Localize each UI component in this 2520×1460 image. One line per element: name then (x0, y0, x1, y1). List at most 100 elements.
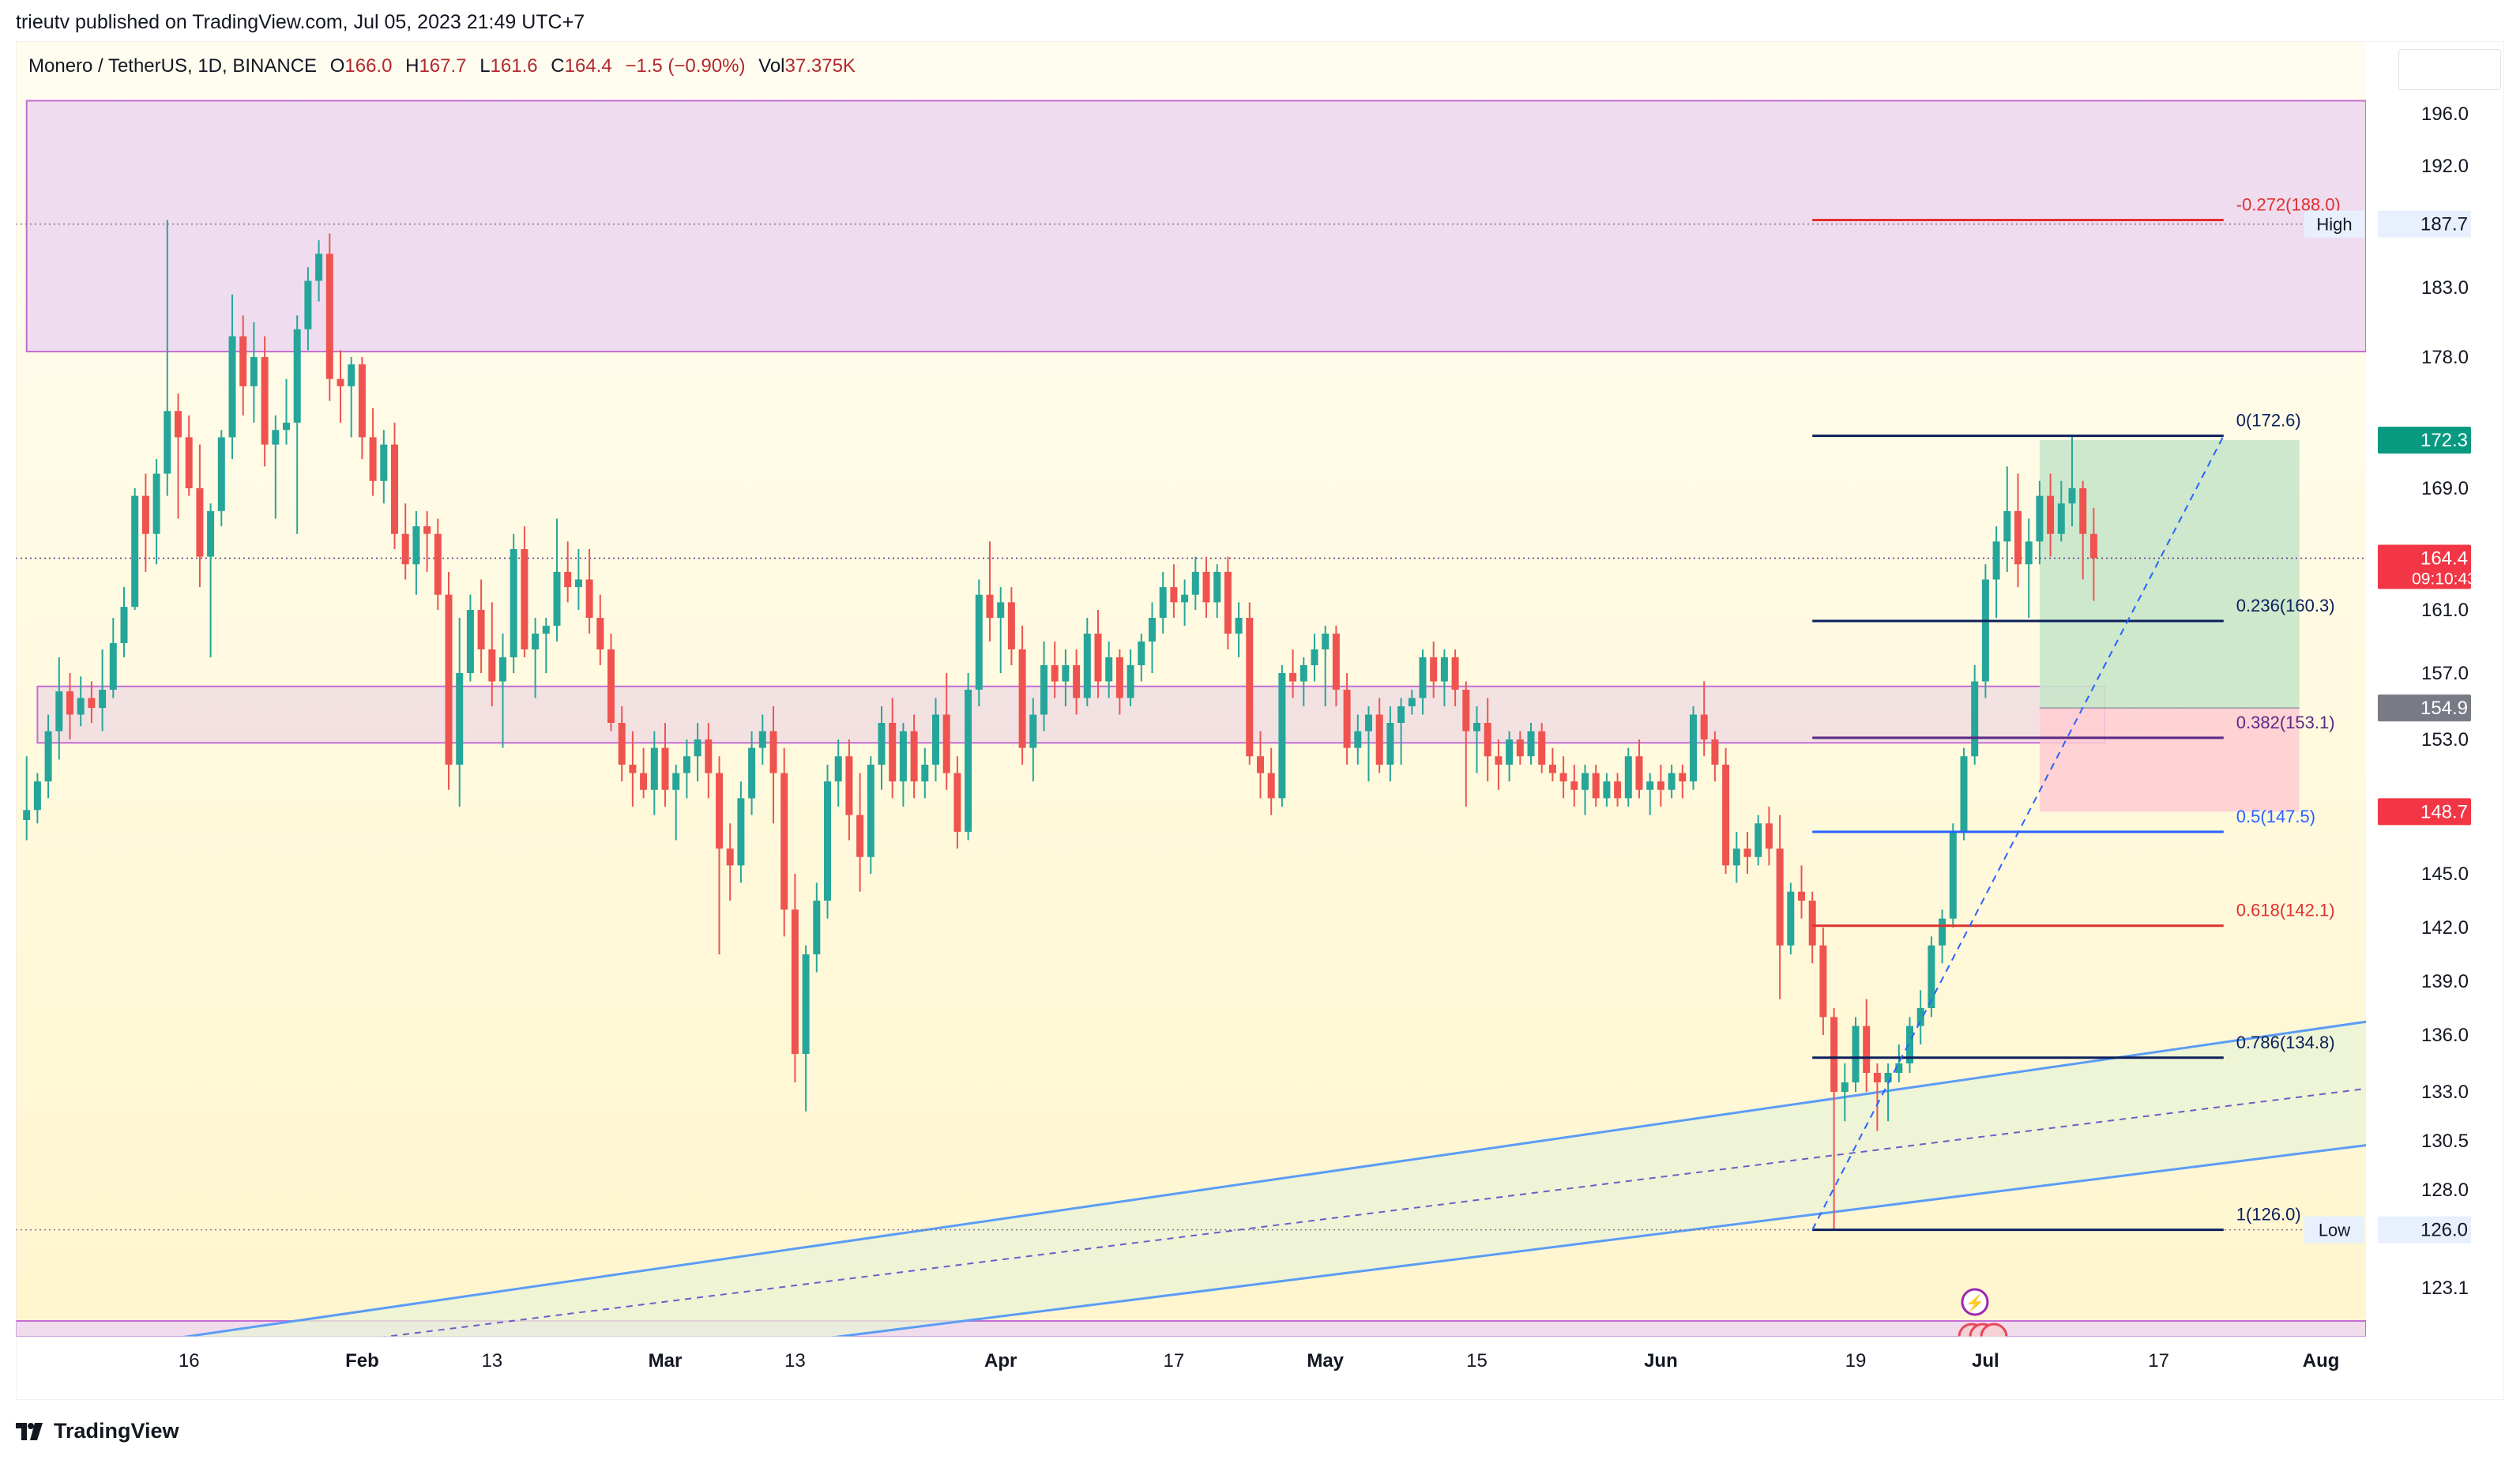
candle-body[interactable] (1159, 587, 1167, 618)
candle-body[interactable] (1126, 665, 1134, 698)
lightning-icon[interactable] (1961, 1288, 1989, 1316)
candle-body[interactable] (1354, 731, 1362, 748)
candle-body[interactable] (1029, 714, 1037, 748)
candle-body[interactable] (152, 473, 160, 534)
candle-body[interactable] (337, 378, 344, 386)
candle-body[interactable] (889, 723, 897, 782)
candle-body[interactable] (542, 626, 550, 634)
footer-brand[interactable]: TradingView (16, 1419, 179, 1443)
candle-body[interactable] (1732, 849, 1740, 866)
candle-body[interactable] (1570, 781, 1578, 790)
candle-body[interactable] (196, 488, 204, 557)
candle-body[interactable] (878, 723, 886, 765)
candle-body[interactable] (434, 533, 442, 595)
candle-body[interactable] (293, 329, 301, 423)
candle-body[interactable] (1916, 1008, 1924, 1026)
candle-body[interactable] (2068, 488, 2076, 504)
candle-body[interactable] (1527, 731, 1535, 757)
candle-body[interactable] (1451, 657, 1459, 690)
candle-body[interactable] (1375, 714, 1383, 765)
candle-body[interactable] (2047, 495, 2055, 534)
channel-line-upper[interactable] (654, 1141, 2386, 1361)
resistance-zone[interactable] (25, 100, 2368, 352)
candle-body[interactable] (1495, 756, 1503, 765)
candle-body[interactable] (910, 731, 918, 782)
candle-body[interactable] (1624, 756, 1632, 799)
candle-body[interactable] (477, 610, 485, 649)
candle-body[interactable] (304, 280, 312, 329)
candle-body[interactable] (1830, 1017, 1838, 1092)
candle-body[interactable] (618, 723, 626, 765)
candle-body[interactable] (1115, 657, 1123, 698)
candle-body[interactable] (315, 254, 323, 281)
candle-body[interactable] (466, 610, 474, 673)
candle-body[interactable] (1863, 1025, 1871, 1073)
candle-body[interactable] (1213, 571, 1221, 603)
candle-body[interactable] (2079, 488, 2087, 534)
candle-body[interactable] (2014, 510, 2022, 565)
candle-body[interactable] (650, 747, 658, 790)
candle-body[interactable] (1430, 657, 1438, 682)
candle-body[interactable] (574, 579, 582, 588)
candle-body[interactable] (661, 747, 669, 790)
candle-body[interactable] (283, 423, 290, 431)
candle-body[interactable] (2025, 541, 2033, 565)
candle-body[interactable] (1246, 618, 1254, 757)
candle-body[interactable] (1181, 594, 1189, 603)
candle-body[interactable] (1755, 823, 1762, 857)
candle-body[interactable] (780, 773, 788, 910)
candle-body[interactable] (1657, 781, 1664, 790)
candle-body[interactable] (867, 764, 874, 857)
candle-body[interactable] (1841, 1082, 1849, 1092)
candle-body[interactable] (1592, 773, 1600, 799)
candle-body[interactable] (1299, 665, 1307, 682)
candle-body[interactable] (1646, 781, 1654, 790)
candle-body[interactable] (456, 673, 464, 765)
candle-body[interactable] (813, 901, 821, 954)
candle-body[interactable] (737, 798, 745, 866)
candle-body[interactable] (2036, 495, 2044, 542)
candle-body[interactable] (716, 773, 723, 849)
candle-body[interactable] (1884, 1073, 1892, 1082)
candle-body[interactable] (1484, 723, 1491, 757)
candle-body[interactable] (401, 533, 409, 565)
candle-body[interactable] (44, 731, 52, 782)
candle-body[interactable] (553, 571, 561, 626)
candle-body[interactable] (1992, 541, 2000, 580)
candle-body[interactable] (1743, 849, 1751, 857)
candle-body[interactable] (1073, 665, 1081, 698)
candle-body[interactable] (141, 495, 149, 534)
long-stop-zone[interactable] (2039, 708, 2300, 812)
candle-body[interactable] (834, 756, 842, 782)
candle-body[interactable] (1906, 1025, 1913, 1063)
candle-body[interactable] (1928, 945, 1935, 1008)
candle-body[interactable] (488, 649, 496, 682)
candle-body[interactable] (175, 411, 182, 438)
candle-body[interactable] (791, 909, 799, 1054)
candle-body[interactable] (921, 764, 929, 782)
candle-body[interactable] (1322, 634, 1330, 649)
candle-body[interactable] (1397, 706, 1405, 723)
candle-body[interactable] (1202, 571, 1210, 603)
candle-body[interactable] (207, 510, 215, 557)
candle-body[interactable] (1257, 756, 1264, 773)
candle-body[interactable] (1960, 756, 1968, 832)
candle-body[interactable] (640, 773, 648, 790)
candle-body[interactable] (596, 618, 604, 649)
candle-body[interactable] (1007, 602, 1015, 649)
candle-body[interactable] (607, 649, 615, 723)
candle-body[interactable] (33, 781, 41, 811)
candle-body[interactable] (510, 549, 517, 657)
chart-settings-box[interactable] (2398, 49, 2501, 90)
candle-body[interactable] (1224, 571, 1232, 634)
candle-body[interactable] (683, 756, 690, 773)
candle-body[interactable] (758, 731, 766, 748)
candle-body[interactable] (131, 495, 139, 608)
candle-body[interactable] (1083, 634, 1091, 698)
candle-body[interactable] (164, 411, 171, 474)
candle-body[interactable] (1679, 773, 1687, 782)
candle-body[interactable] (1040, 665, 1047, 715)
candle-body[interactable] (726, 849, 734, 866)
candle-body[interactable] (445, 594, 453, 765)
candle-body[interactable] (1311, 649, 1318, 665)
